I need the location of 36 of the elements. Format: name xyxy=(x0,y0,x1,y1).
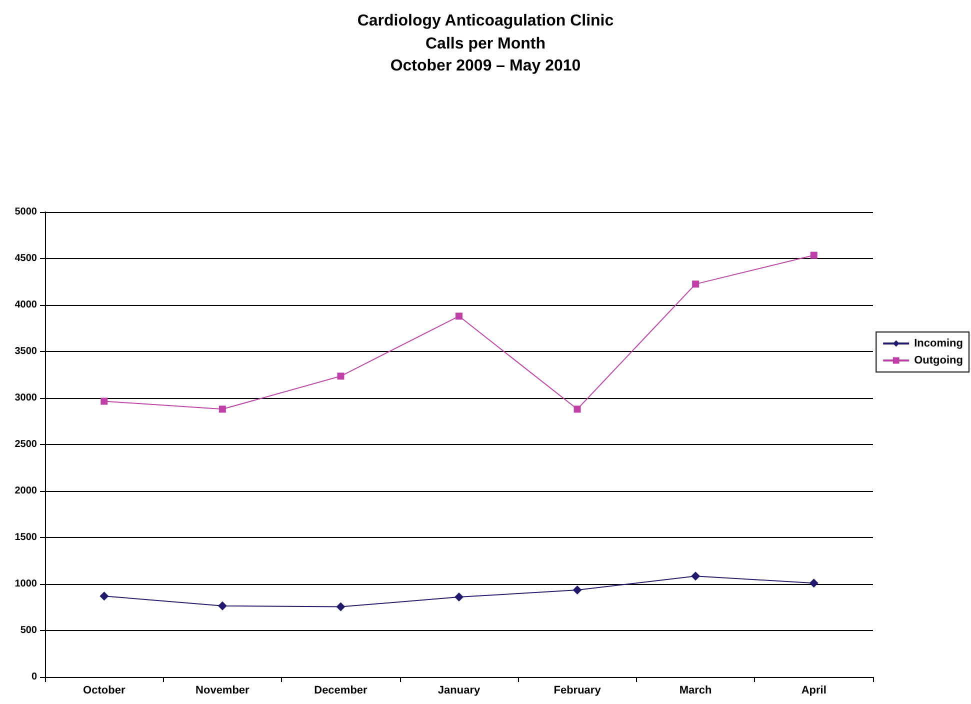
point xyxy=(218,601,227,610)
point xyxy=(574,406,581,413)
y-tick-label: 2000 xyxy=(14,486,38,496)
chart-title: Cardiology Anticoagulation Clinic xyxy=(357,12,614,30)
point xyxy=(218,406,226,413)
point xyxy=(336,602,346,612)
y-tick-label: 3000 xyxy=(14,392,38,404)
y-tick-label: 4000 xyxy=(14,300,38,310)
point xyxy=(691,572,700,581)
point xyxy=(810,252,818,259)
legend-label: Incoming xyxy=(914,338,964,350)
point xyxy=(454,592,464,602)
point xyxy=(337,372,344,380)
legend-label: Outgoing xyxy=(914,354,963,366)
x-tick-label: April xyxy=(801,684,826,696)
x-tick-label: March xyxy=(679,684,712,696)
x-tick-label: February xyxy=(554,684,602,696)
y-tick-label: 0 xyxy=(31,672,38,682)
y-tick-label: 2500 xyxy=(14,439,38,450)
y-tick-label: 1500 xyxy=(14,532,38,543)
y-tick-label: 4500 xyxy=(14,253,38,264)
point xyxy=(100,398,108,405)
y-tick-label: 500 xyxy=(20,625,38,636)
x-tick-label: January xyxy=(438,684,481,696)
point xyxy=(572,586,582,595)
point xyxy=(809,578,818,588)
y-tick-label: 3500 xyxy=(14,346,38,357)
point xyxy=(692,280,700,288)
point xyxy=(456,312,462,320)
x-tick-label: December xyxy=(314,684,368,696)
y-tick-label: 5000 xyxy=(14,206,38,218)
x-tick-label: November xyxy=(196,684,250,696)
y-tick-label: 1000 xyxy=(14,578,38,590)
x-tick-label: October xyxy=(83,684,126,696)
point xyxy=(100,592,109,601)
chart-subtitle: Calls per Month October 2009 – May 2010 xyxy=(390,36,581,74)
